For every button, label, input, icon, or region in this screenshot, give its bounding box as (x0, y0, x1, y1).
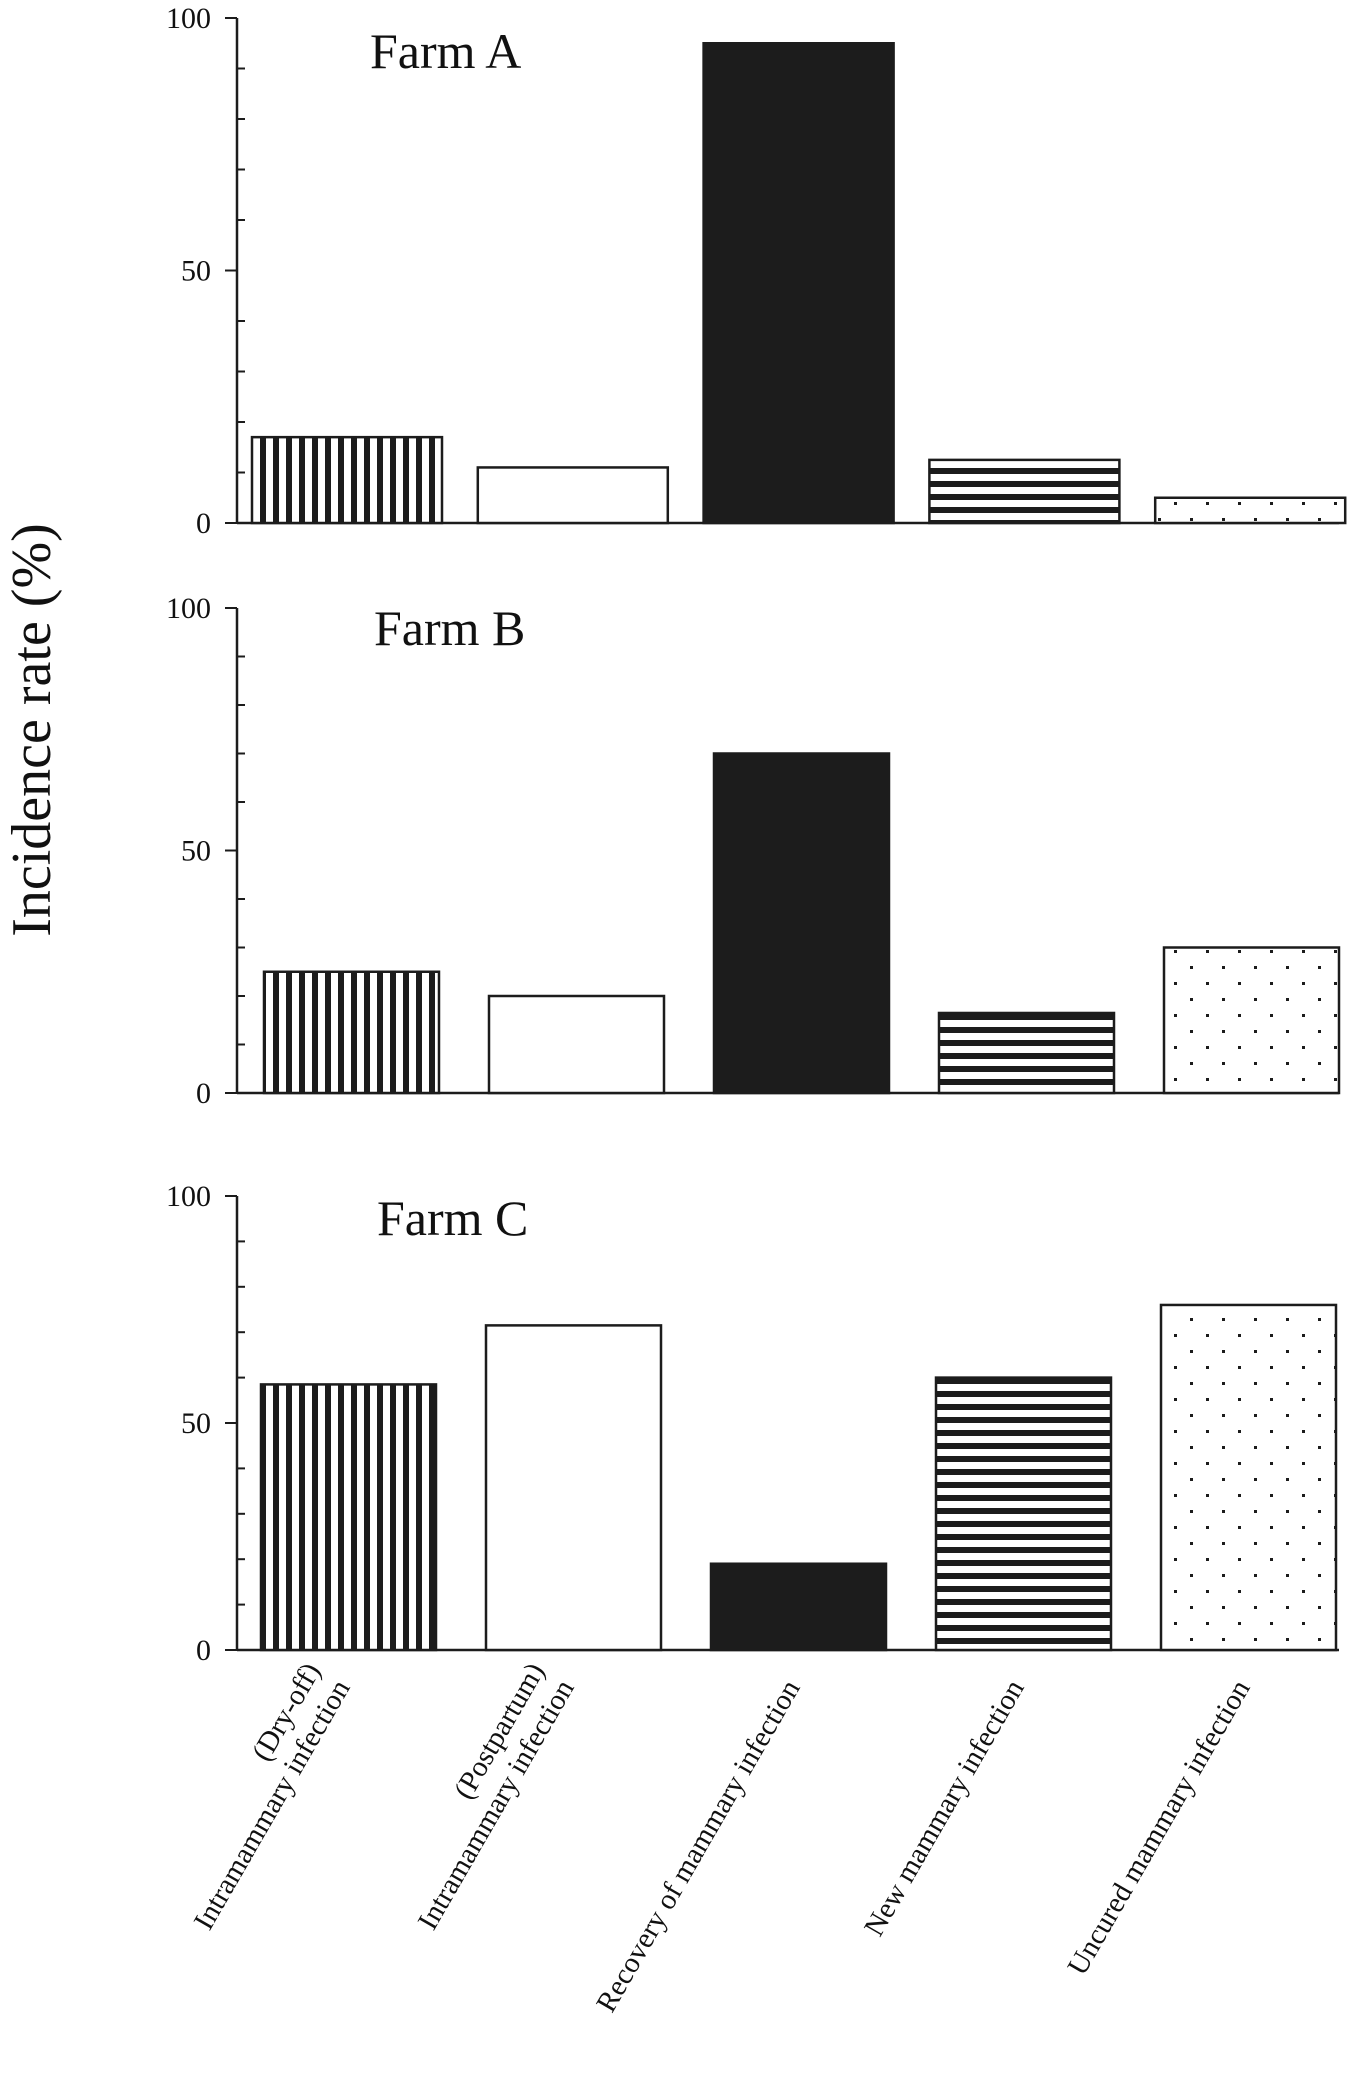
y-axis-label: Incidence rate (%) (1, 523, 63, 937)
panel-farm-b: 0 50 100 Farm B (166, 592, 1341, 1110)
y-tick-label: 0 (196, 1077, 211, 1110)
x-category-label: Recovery of mammary infection (590, 1674, 807, 2018)
y-tick-label: 100 (166, 592, 211, 625)
y-tick-label: 100 (166, 1180, 211, 1213)
bar-open (484, 1324, 663, 1652)
bar-open (487, 994, 666, 1095)
bar-horizontal-stripes (937, 1011, 1116, 1095)
bar-solid (712, 752, 891, 1095)
bar-dots (1159, 1303, 1338, 1652)
x-category-label: Uncured mammary infection (1062, 1674, 1257, 1981)
bar-vertical-stripes (259, 1383, 438, 1652)
y-tick-label: 50 (181, 255, 211, 288)
y-tick-label: 50 (181, 1407, 211, 1440)
bar-solid (702, 42, 895, 525)
x-category-label-line: Uncured mammary infection (1062, 1674, 1257, 1981)
x-category-label: New mammary infection (858, 1674, 1031, 1941)
bar-vertical-stripes (250, 435, 444, 525)
panel-farm-a: 0 50 100 Farm A (166, 2, 1347, 540)
bar-dots (1153, 496, 1347, 525)
bar-horizontal-stripes (928, 458, 1121, 525)
x-category-labels: (Dry-off)Intramammary infection (Postpart… (158, 1657, 1257, 2018)
x-category-label-line: Recovery of mammary infection (590, 1674, 807, 2018)
y-tick-label: 0 (196, 1634, 211, 1667)
y-tick-label: 0 (196, 507, 211, 540)
bar-solid (709, 1562, 888, 1652)
panel-title: Farm A (370, 23, 521, 79)
y-tick-label: 50 (181, 835, 211, 868)
panel-farm-c: 0 50 100 Farm C (166, 1180, 1339, 1667)
x-category-label-line: New mammary infection (858, 1674, 1031, 1941)
y-tick-label: 100 (166, 2, 211, 35)
panel-title: Farm B (374, 600, 525, 656)
panel-title: Farm C (377, 1190, 528, 1246)
bar-horizontal-stripes (934, 1376, 1113, 1652)
bar-dots (1162, 946, 1341, 1095)
x-category-label: (Postpartum)Intramammary infection (382, 1657, 581, 1935)
x-category-label: (Dry-off)Intramammary infection (158, 1657, 357, 1935)
bar-open (476, 466, 670, 525)
bar-vertical-stripes (262, 970, 441, 1095)
